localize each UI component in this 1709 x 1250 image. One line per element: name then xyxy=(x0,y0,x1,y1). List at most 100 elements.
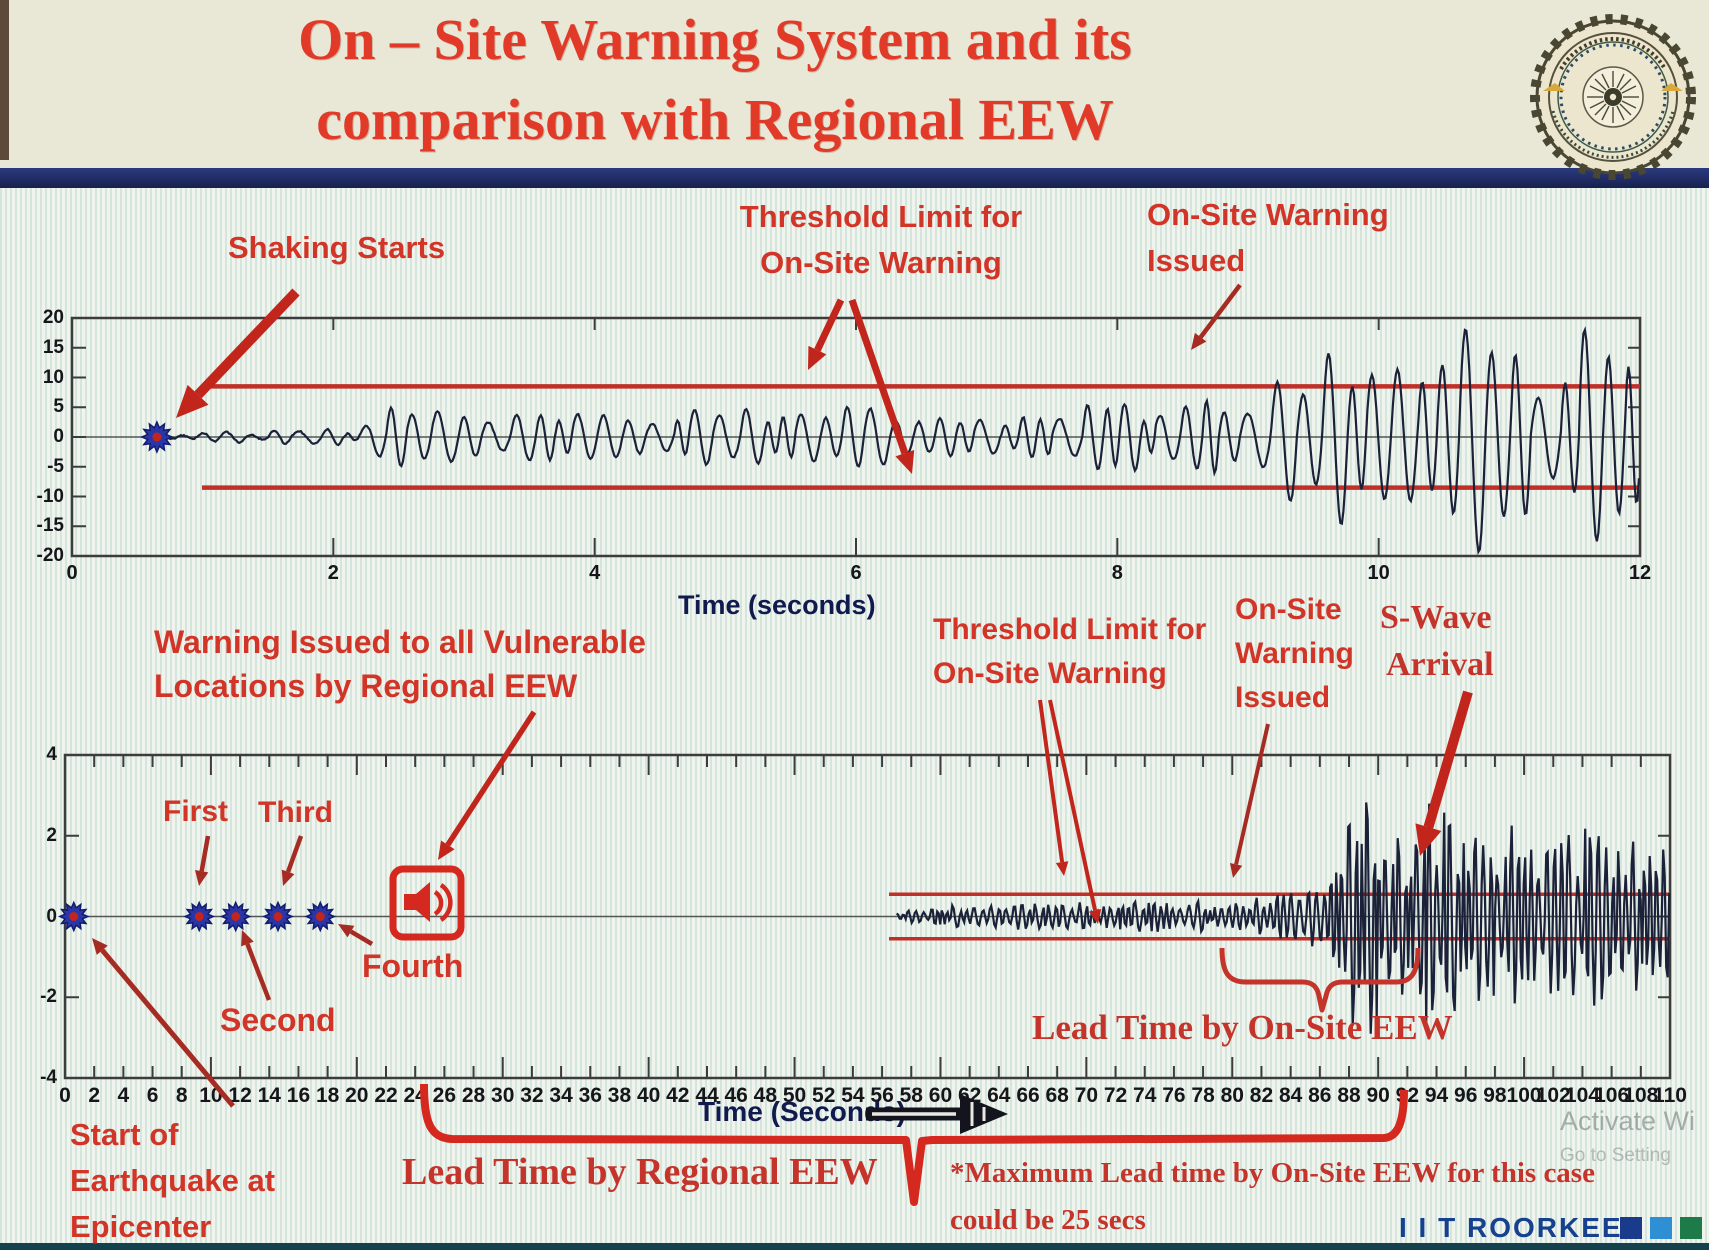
brand-square-navy xyxy=(1620,1217,1642,1239)
x-tick-label: 4 xyxy=(117,1084,130,1107)
x-tick-label: 60 xyxy=(928,1084,953,1107)
header-divider xyxy=(0,168,1709,188)
brand-square-green xyxy=(1680,1217,1702,1239)
annotation-epicenter: Start of Earthquake at Epicenter xyxy=(70,1112,275,1250)
star-marker-third-center xyxy=(273,912,283,921)
annotation-second: Second xyxy=(220,1002,336,1038)
x-tick-label: 100 xyxy=(1506,1084,1542,1107)
annotation-regional-warning-line2: Locations by Regional EEW xyxy=(154,668,578,704)
x-tick-label: 26 xyxy=(432,1084,457,1107)
x-tick-label: 106 xyxy=(1594,1084,1630,1107)
y-tick-label: 20 xyxy=(42,307,64,328)
annotation-epicenter-line2: Earthquake at xyxy=(70,1163,276,1198)
annotation-lead-regional: Lead Time by Regional EEW xyxy=(402,1151,878,1193)
x-tick-label: 12 xyxy=(1628,562,1652,584)
x-tick-label: 110 xyxy=(1653,1084,1687,1107)
x-tick-label: 32 xyxy=(520,1084,544,1107)
x-tick-label: 22 xyxy=(374,1084,398,1107)
x-tick-label: 18 xyxy=(315,1084,340,1107)
annotation-onsite-warning-top: On-Site Warning Issued xyxy=(1147,192,1389,284)
x-tick-label: 86 xyxy=(1308,1084,1332,1107)
brand-square-blue xyxy=(1650,1217,1672,1239)
x-tick-label: 62 xyxy=(957,1084,982,1107)
annotation-threshold-bottom-line1: Threshold Limit for xyxy=(933,613,1207,646)
annotation-threshold-bottom-line2: On-Site Warning xyxy=(933,657,1167,690)
annotation-onsite-warning-bottom-line3: Issued xyxy=(1235,681,1331,714)
annotation-regional-warning-line1: Warning Issued to all Vulnerable xyxy=(154,624,646,660)
x-tick-label: 28 xyxy=(461,1084,486,1107)
x-tick-label: 24 xyxy=(403,1084,427,1107)
watermark-line1: Activate Wi xyxy=(1560,1106,1696,1136)
annotation-shaking-starts: Shaking Starts xyxy=(228,230,445,266)
annotation-third: Third xyxy=(258,796,333,829)
star-marker-shaking-starts-center xyxy=(152,432,162,442)
x-tick-label: 102 xyxy=(1535,1084,1571,1107)
star-marker-start-center xyxy=(69,912,79,921)
annotation-onsite-warning-bottom-line1: On-Site xyxy=(1235,593,1342,626)
annotation-lead-onsite: Lead Time by On-Site EEW xyxy=(1032,1008,1453,1047)
page-title-line2: comparison with Regional EEW xyxy=(316,87,1114,152)
y-tick-label: -4 xyxy=(40,1067,57,1088)
star-marker-fourth-center xyxy=(315,912,325,921)
y-tick-label: -2 xyxy=(40,986,57,1008)
star-marker-second-center xyxy=(231,912,241,921)
annotation-onsite-warning-bottom: On-Site Warning Issued xyxy=(1235,588,1354,720)
annotation-s-wave-line2: Arrival xyxy=(1386,646,1494,683)
x-tick-label: 10 xyxy=(1367,562,1390,584)
x-tick-label: 66 xyxy=(1016,1084,1040,1107)
x-tick-label: 34 xyxy=(549,1084,573,1107)
x-tick-label: 38 xyxy=(607,1084,632,1107)
x-tick-label: 36 xyxy=(578,1084,602,1107)
x-tick-label: 92 xyxy=(1395,1084,1420,1107)
annotation-onsite-warning-bottom-line2: Warning xyxy=(1235,637,1354,670)
annotation-fourth: Fourth xyxy=(362,948,464,984)
y-tick-label: 4 xyxy=(46,744,57,765)
x-tick-label: 40 xyxy=(636,1084,661,1107)
x-tick-label: 78 xyxy=(1191,1084,1215,1107)
y-tick-label: 0 xyxy=(53,426,64,447)
x-tick-label: 68 xyxy=(1045,1084,1069,1107)
x-tick-label: 108 xyxy=(1623,1084,1659,1107)
x-tick-label: 0 xyxy=(66,562,78,584)
siren-alert-icon xyxy=(389,865,465,941)
y-tick-label: 2 xyxy=(46,824,57,846)
annotation-shaking-starts-text: Shaking Starts xyxy=(228,230,446,265)
photo-bottom-edge xyxy=(0,1243,1709,1250)
activate-windows-watermark: Activate Wi Go to Setting xyxy=(1560,1106,1695,1167)
watermark-line2: Go to Setting xyxy=(1560,1145,1671,1166)
x-tick-label: 84 xyxy=(1278,1084,1303,1107)
x-tick-label: 30 xyxy=(491,1084,515,1107)
x-tick-label: 2 xyxy=(327,562,339,584)
annotation-regional-warning: Warning Issued to all Vulnerable Locatio… xyxy=(154,620,646,708)
annotation-onsite-warning-top-line1: On-Site Warning xyxy=(1147,197,1389,232)
iit-roorkee-wordmark: I I T ROORKEE xyxy=(1399,1212,1623,1243)
x-tick-label: 96 xyxy=(1454,1084,1478,1107)
x-tick-label: 8 xyxy=(1111,562,1123,584)
annotation-onsite-warning-top-line2: Issued xyxy=(1147,243,1246,278)
x-tick-label: 74 xyxy=(1133,1084,1157,1107)
x-tick-label: 16 xyxy=(286,1084,311,1107)
y-tick-label: -20 xyxy=(36,545,64,566)
bottom-xaxis-title: Time (Seconds) xyxy=(698,1096,906,1127)
header-band xyxy=(0,0,1709,170)
seismogram-bottom xyxy=(895,802,1671,1034)
x-tick-label: 8 xyxy=(175,1084,188,1107)
x-tick-label: 90 xyxy=(1366,1084,1390,1107)
x-tick-label: 10 xyxy=(199,1084,223,1107)
annotation-epicenter-line3: Epicenter xyxy=(70,1209,212,1244)
y-tick-label: 5 xyxy=(53,396,64,418)
annotation-s-wave: S-Wave Arrival xyxy=(1380,594,1494,688)
x-tick-label: 0 xyxy=(59,1084,71,1107)
annotation-s-wave-line1: S-Wave xyxy=(1380,599,1492,636)
x-tick-label: 72 xyxy=(1103,1084,1128,1107)
annotation-epicenter-line1: Start of xyxy=(70,1117,179,1152)
x-tick-label: 4 xyxy=(589,562,601,584)
x-tick-label: 6 xyxy=(146,1084,159,1107)
annotation-threshold-top-line2: On-Site Warning xyxy=(760,245,1002,280)
y-tick-label: -10 xyxy=(36,485,64,507)
x-tick-label: 88 xyxy=(1337,1084,1361,1107)
annotation-first: First xyxy=(163,795,229,828)
x-tick-label: 98 xyxy=(1483,1084,1507,1107)
y-tick-label: 0 xyxy=(46,905,57,927)
